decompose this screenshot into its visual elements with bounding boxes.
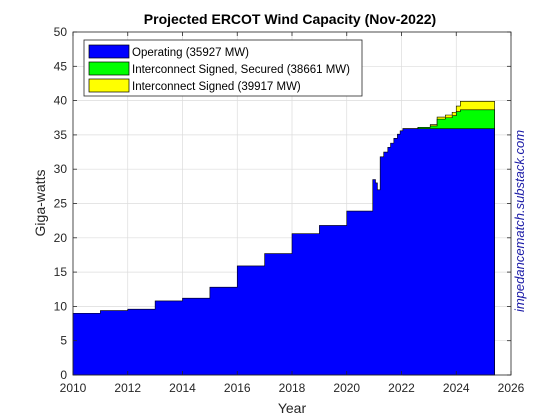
x-tick-label-2010: 2010 bbox=[60, 381, 87, 395]
y-axis-label: Giga-watts bbox=[32, 170, 48, 237]
x-axis-label: Year bbox=[278, 400, 307, 416]
x-tick-label-2018: 2018 bbox=[279, 381, 306, 395]
x-tick-label-2020: 2020 bbox=[333, 381, 360, 395]
y-tick-label-45: 45 bbox=[54, 59, 68, 73]
x-tick-label-2014: 2014 bbox=[169, 381, 196, 395]
y-tick-label-15: 15 bbox=[54, 265, 68, 279]
y-tick-label-30: 30 bbox=[54, 162, 68, 176]
y-tick-label-25: 25 bbox=[54, 197, 68, 211]
y-tick-label-50: 50 bbox=[54, 25, 68, 39]
watermark-text: impedancematch.substack.com bbox=[512, 130, 527, 312]
x-tick-label-2024: 2024 bbox=[443, 381, 470, 395]
axis-ticks: 2010 2012 2014 2016 2018 2020 2022 2024 2026 0 5 10… bbox=[54, 25, 525, 395]
x-tick-label-2026: 2026 bbox=[498, 381, 525, 395]
legend-label-secured: Interconnect Signed, Secured (38661 MW) bbox=[132, 64, 350, 76]
legend-swatch-operating bbox=[88, 44, 130, 59]
legend-swatch-secured bbox=[88, 61, 130, 76]
legend-swatch-signed bbox=[88, 78, 130, 93]
y-tick-label-10: 10 bbox=[54, 299, 68, 313]
legend-box bbox=[83, 39, 363, 97]
y-tick-label-40: 40 bbox=[54, 94, 68, 108]
x-tick-label-2022: 2022 bbox=[388, 381, 415, 395]
y-tick-label-0: 0 bbox=[60, 368, 67, 382]
y-tick-label-35: 35 bbox=[54, 128, 68, 142]
x-tick-label-2012: 2012 bbox=[114, 381, 141, 395]
series-area-operating bbox=[72, 128, 495, 376]
legend: Operating (35927 MW) Interconnect Signed… bbox=[83, 39, 363, 97]
series-areas bbox=[72, 100, 495, 376]
legend-label-operating: Operating (35927 MW) bbox=[132, 47, 249, 59]
legend-label-signed: Interconnect Signed (39917 MW) bbox=[132, 81, 301, 93]
chart-title: Projected ERCOT Wind Capacity (Nov-2022) bbox=[144, 11, 436, 27]
y-tick-label-20: 20 bbox=[54, 231, 68, 245]
y-tick-label-5: 5 bbox=[60, 334, 67, 348]
x-tick-label-2016: 2016 bbox=[224, 381, 251, 395]
